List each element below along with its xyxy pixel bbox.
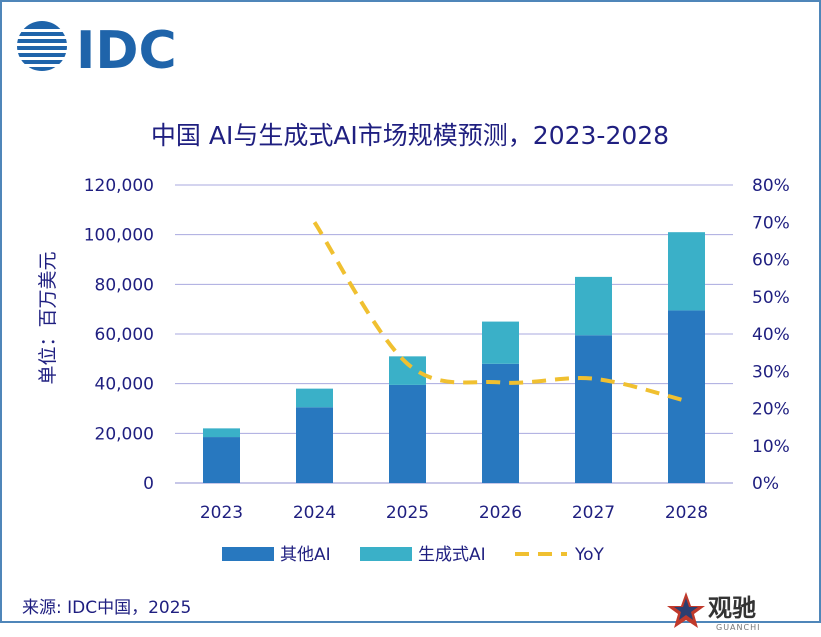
right-tick-label: 20% bbox=[752, 400, 790, 420]
x-tick-label: 2028 bbox=[665, 503, 708, 523]
bar-genai bbox=[296, 388, 333, 408]
x-axis-ticks: 2023 2024 2025 2026 2027 2028 bbox=[200, 503, 708, 523]
right-tick-label: 60% bbox=[752, 251, 790, 271]
x-tick-label: 2024 bbox=[293, 503, 336, 523]
legend-label-genai: 生成式AI bbox=[418, 545, 486, 565]
right-tick-label: 40% bbox=[752, 325, 790, 345]
left-tick-label: 80,000 bbox=[95, 275, 154, 295]
right-axis-ticks: 80% 70% 60% 50% 40% 30% 20% 10% 0% bbox=[752, 176, 790, 494]
bar-genai bbox=[482, 321, 519, 364]
star-icon bbox=[667, 592, 705, 628]
legend-swatch-other-ai bbox=[222, 547, 274, 561]
bar-other-ai bbox=[575, 335, 612, 483]
right-tick-label: 10% bbox=[752, 437, 790, 457]
bar-other-ai bbox=[296, 407, 333, 483]
bars bbox=[203, 232, 705, 483]
guanchi-watermark: 观驰 GUANCHI bbox=[667, 592, 760, 632]
chart-title: 中国 AI与生成式AI市场规模预测，2023-2028 bbox=[151, 121, 669, 150]
right-tick-label: 70% bbox=[752, 213, 790, 233]
bar-other-ai bbox=[203, 437, 240, 483]
bar-genai bbox=[668, 232, 705, 311]
left-tick-label: 60,000 bbox=[95, 325, 154, 345]
left-tick-label: 40,000 bbox=[95, 375, 154, 395]
legend-label-other-ai: 其他AI bbox=[280, 545, 331, 565]
legend-swatch-genai bbox=[360, 547, 412, 561]
yoy-line bbox=[312, 221, 687, 403]
right-tick-label: 80% bbox=[752, 176, 790, 196]
legend: 其他AI 生成式AI YoY bbox=[222, 545, 605, 565]
idc-globe-icon bbox=[15, 21, 69, 71]
gridlines bbox=[175, 184, 733, 484]
right-tick-label: 30% bbox=[752, 362, 790, 382]
source-note: 来源: IDC中国，2025 bbox=[22, 598, 191, 618]
left-tick-label: 0 bbox=[143, 474, 154, 494]
bar-other-ai bbox=[389, 384, 426, 483]
left-tick-label: 100,000 bbox=[84, 226, 154, 246]
left-tick-label: 20,000 bbox=[95, 424, 154, 444]
left-axis-ticks: 120,000 100,000 80,000 60,000 40,000 20,000 0 bbox=[84, 176, 154, 494]
right-tick-label: 50% bbox=[752, 288, 790, 308]
x-tick-label: 2027 bbox=[572, 503, 615, 523]
x-tick-label: 2025 bbox=[386, 503, 429, 523]
yoy-line-path bbox=[312, 221, 687, 403]
right-tick-label: 0% bbox=[752, 474, 779, 494]
bar-genai bbox=[575, 276, 612, 336]
bar-genai bbox=[203, 428, 240, 438]
watermark-subtext: GUANCHI bbox=[716, 623, 760, 632]
x-tick-label: 2026 bbox=[479, 503, 522, 523]
idc-logo: IDC bbox=[15, 21, 177, 81]
x-tick-label: 2023 bbox=[200, 503, 243, 523]
left-tick-label: 120,000 bbox=[84, 176, 154, 196]
idc-logo-text: IDC bbox=[76, 21, 177, 81]
watermark-text: 观驰 bbox=[708, 594, 756, 622]
legend-label-yoy: YoY bbox=[574, 545, 605, 565]
y-axis-label: 单位：百万美元 bbox=[37, 251, 59, 384]
